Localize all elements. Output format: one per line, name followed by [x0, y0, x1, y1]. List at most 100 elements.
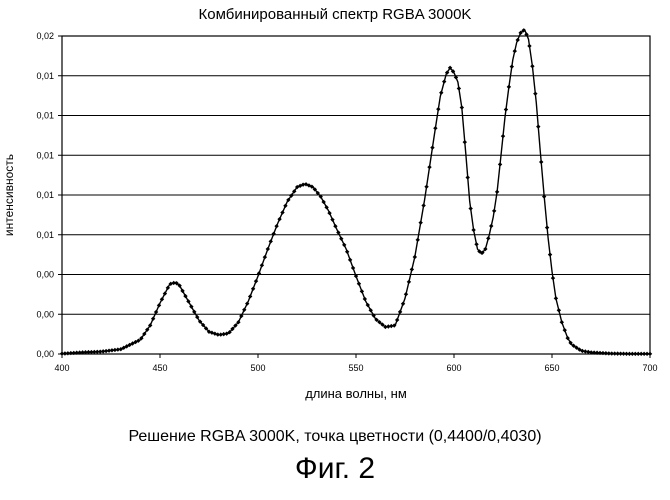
data-point: [501, 134, 505, 138]
data-point: [407, 280, 411, 284]
data-point: [283, 204, 287, 208]
data-point: [251, 287, 255, 291]
spectrum-chart: 0,00 0,00 0,00 0,01 0,01 0,01 0,01 0,01 0,02 400…: [0, 0, 670, 420]
data-point: [151, 317, 155, 321]
data-point: [248, 294, 252, 298]
x-tick-label: 600: [446, 363, 461, 373]
data-point: [351, 266, 355, 270]
data-point: [560, 320, 564, 324]
data-point: [513, 49, 517, 53]
y-tick-label: 0,01: [36, 71, 54, 81]
data-point: [348, 258, 352, 262]
data-point: [457, 86, 461, 90]
data-point: [342, 243, 346, 247]
data-point: [545, 225, 549, 229]
series-layer: [60, 28, 652, 356]
data-point: [330, 217, 334, 221]
data-point: [263, 255, 267, 259]
data-point: [507, 85, 511, 89]
y-tick-label: 0,01: [36, 111, 54, 121]
figure-caption: Решение RGBA 3000K, точка цветности (0,4…: [0, 428, 670, 446]
data-point: [336, 230, 340, 234]
data-point: [357, 282, 361, 286]
data-point: [551, 276, 555, 280]
x-tick-layer: 400 450 500 550 600 650 700: [54, 354, 657, 373]
x-tick-label: 700: [642, 363, 657, 373]
y-tick-label: 0,01: [36, 190, 54, 200]
data-point: [516, 38, 520, 42]
data-point: [424, 185, 428, 189]
y-tick-label: 0,00: [36, 349, 54, 359]
data-point: [266, 247, 270, 251]
x-tick-label: 550: [348, 363, 363, 373]
y-tick-layer: 0,00 0,00 0,00 0,01 0,01 0,01 0,01 0,01 0,02: [36, 31, 62, 359]
y-tick-label: 0,01: [36, 150, 54, 160]
data-point: [271, 232, 275, 236]
data-point: [401, 302, 405, 306]
x-tick-label: 400: [54, 363, 69, 373]
data-point: [466, 175, 470, 179]
y-axis-label: интенсивность: [2, 154, 16, 236]
data-point: [157, 303, 161, 307]
data-point: [498, 162, 502, 166]
data-point: [468, 206, 472, 210]
x-tick-label: 500: [250, 363, 265, 373]
data-point: [260, 263, 264, 267]
data-point: [333, 224, 337, 228]
data-point: [495, 190, 499, 194]
data-point: [539, 160, 543, 164]
figure-number: Фиг. 2: [0, 452, 670, 486]
data-point: [530, 64, 534, 68]
y-tick-label: 0,01: [36, 230, 54, 240]
data-point: [527, 44, 531, 48]
data-point: [360, 289, 364, 293]
x-tick-label: 650: [544, 363, 559, 373]
data-point: [339, 237, 343, 241]
data-point: [327, 211, 331, 215]
data-point: [274, 224, 278, 228]
x-axis-label: длина волны, нм: [305, 386, 407, 401]
data-point: [563, 328, 567, 332]
data-point: [460, 105, 464, 109]
data-point: [421, 203, 425, 207]
data-point: [557, 308, 561, 312]
y-tick-label: 0,00: [36, 270, 54, 280]
data-point: [533, 91, 537, 95]
data-point: [486, 236, 490, 240]
data-point: [345, 250, 349, 254]
data-point: [280, 210, 284, 214]
data-point: [548, 252, 552, 256]
data-point: [154, 310, 158, 314]
data-point: [269, 239, 273, 243]
data-point: [504, 107, 508, 111]
data-point: [242, 308, 246, 312]
data-point: [536, 124, 540, 128]
data-point: [410, 267, 414, 271]
x-tick-label: 450: [152, 363, 167, 373]
y-tick-label: 0,00: [36, 309, 54, 319]
data-point: [439, 91, 443, 95]
data-point: [427, 165, 431, 169]
data-point: [254, 279, 258, 283]
data-point: [430, 145, 434, 149]
data-point: [474, 242, 478, 246]
series-line: [62, 30, 650, 354]
data-point: [442, 79, 446, 83]
data-point: [418, 220, 422, 224]
data-point: [413, 255, 417, 259]
data-point: [416, 238, 420, 242]
data-point: [489, 224, 493, 228]
data-point: [436, 107, 440, 111]
data-point: [277, 217, 281, 221]
y-tick-label: 0,02: [36, 31, 54, 41]
data-point: [648, 352, 652, 356]
data-point: [398, 310, 402, 314]
data-point: [510, 64, 514, 68]
data-point: [404, 292, 408, 296]
grid-layer: [62, 76, 650, 315]
data-point: [492, 209, 496, 213]
data-point: [245, 301, 249, 305]
data-point: [471, 228, 475, 232]
data-point: [395, 318, 399, 322]
